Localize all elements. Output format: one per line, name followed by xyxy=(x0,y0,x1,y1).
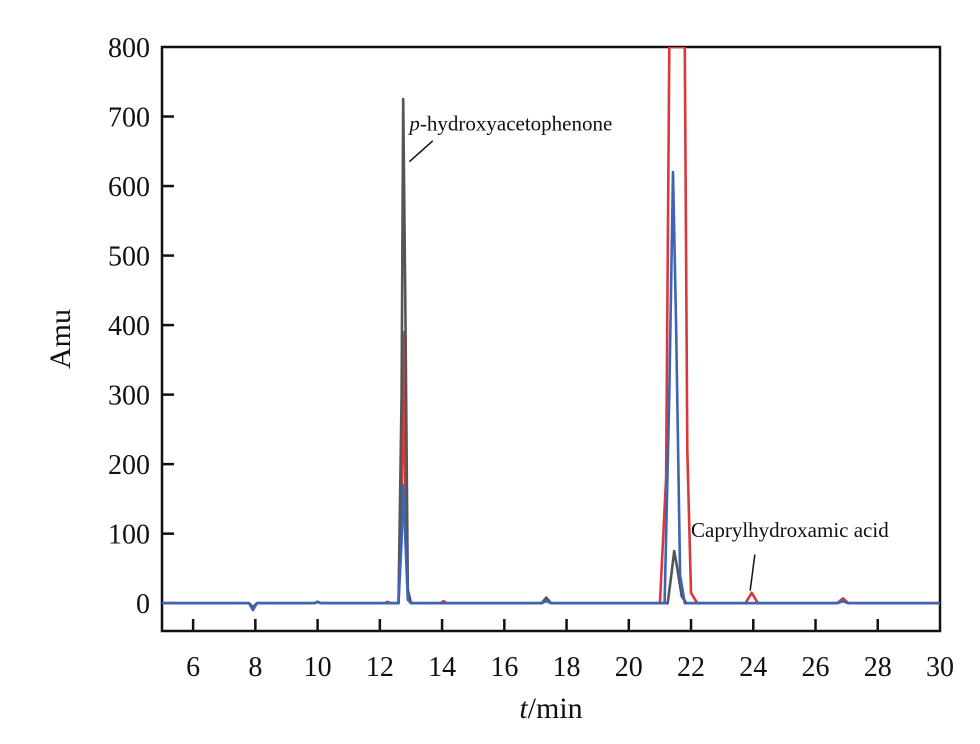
annotation-label: p-hydroxyacetophenone xyxy=(407,111,612,135)
y-tick-label: 400 xyxy=(108,311,150,342)
x-tick-label: 20 xyxy=(615,652,643,683)
y-tick-label: 800 xyxy=(108,33,150,64)
x-tick-label: 12 xyxy=(366,652,394,683)
x-tick-label: 24 xyxy=(739,652,767,683)
y-tick-label: 300 xyxy=(108,381,150,412)
y-tick-label: 0 xyxy=(136,589,150,620)
series-line-3 xyxy=(162,170,940,612)
x-tick-label: 6 xyxy=(186,652,200,683)
x-axis-title: t/min xyxy=(519,692,582,725)
x-tick-label: 26 xyxy=(802,652,830,683)
y-axis-title: Amu xyxy=(44,309,77,369)
chart-annotations: p-hydroxyacetophenone Caprylhydroxamic ac… xyxy=(407,111,889,591)
x-axis-title-italic: t xyxy=(519,692,528,725)
x-tick-label: 16 xyxy=(490,652,518,683)
plot-frame xyxy=(160,45,942,633)
chart-traces xyxy=(162,47,940,612)
x-tick-label: 28 xyxy=(864,652,892,683)
y-tick-label: 200 xyxy=(108,450,150,481)
x-tick-label: 30 xyxy=(926,652,954,683)
x-tick-label: 8 xyxy=(248,652,262,683)
y-tick-label: 100 xyxy=(108,520,150,551)
annotation-pointer xyxy=(749,554,756,591)
y-tick-label: 500 xyxy=(108,242,150,273)
x-tick-label: 22 xyxy=(677,652,705,683)
x-tick-label: 14 xyxy=(428,652,456,683)
x-axis-title-rest: /min xyxy=(528,692,583,725)
annotation-label-italic: p xyxy=(407,111,420,135)
y-tick-label: 700 xyxy=(108,103,150,134)
axis-ticks: 6 8 10 12 14 16 18 20 22 24 26 28 300100200300400500… xyxy=(108,33,954,683)
x-tick-label: 18 xyxy=(553,652,581,683)
x-tick-label: 10 xyxy=(304,652,332,683)
annotation-label-rest: -hydroxyacetophenone xyxy=(420,111,612,135)
annotation-label: Caprylhydroxamic acid xyxy=(691,518,889,542)
annotation-pointer xyxy=(408,140,434,163)
y-tick-label: 600 xyxy=(108,172,150,203)
